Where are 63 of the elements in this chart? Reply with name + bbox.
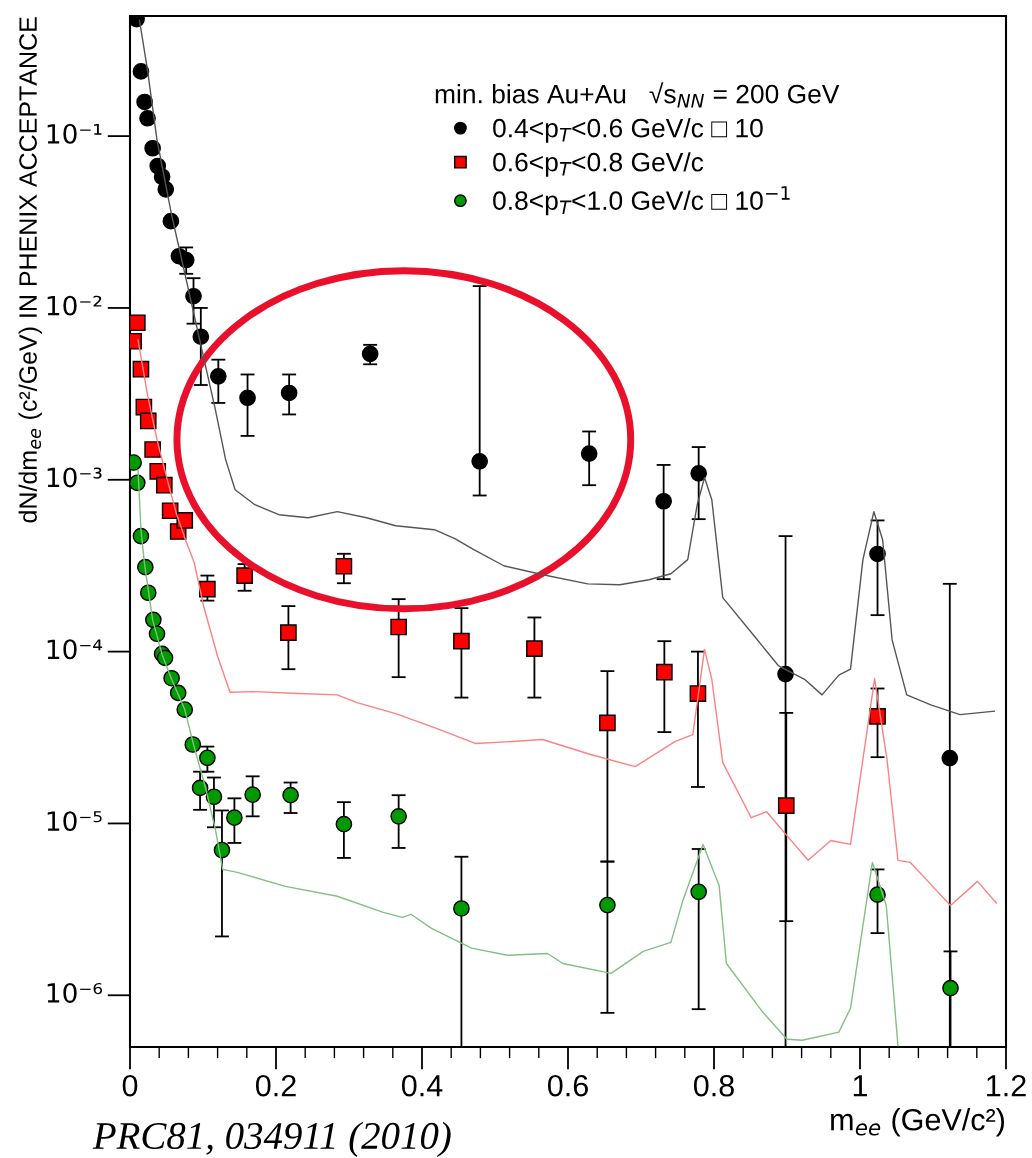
point	[869, 545, 886, 563]
point	[239, 389, 256, 407]
y-axis-title: dN/dm$_{ee}$ (c²/GeV) IN PHENIX ACCEPTANCE	[18, 17, 42, 523]
point	[176, 512, 194, 529]
point	[136, 93, 153, 111]
legend-label: 0.6<p$_{T}$<0.8 GeV/c	[493, 152, 704, 177]
legend-label: 0.8<p$_{T}$<1.0 GeV/c □ 10$^{−1}$	[493, 186, 790, 216]
x-tick-label: 1	[853, 1075, 868, 1097]
point	[244, 786, 261, 804]
legend-title: min. bias Au+Au √s$_{NN}$ = 200 GeV	[435, 82, 840, 108]
point	[236, 567, 253, 584]
text: PRC81, 034911 (2010)	[92, 1121, 451, 1158]
point	[453, 900, 470, 917]
point	[280, 384, 298, 402]
point	[132, 63, 150, 80]
point	[191, 779, 209, 797]
x-tick-label: 0.6	[547, 1074, 588, 1097]
point	[690, 883, 708, 901]
point	[144, 139, 161, 157]
point	[282, 786, 299, 804]
point	[199, 580, 216, 598]
point	[655, 492, 672, 510]
point	[869, 886, 886, 904]
point	[580, 445, 598, 462]
point	[199, 749, 216, 767]
point	[335, 815, 353, 833]
point	[777, 797, 795, 814]
point	[941, 749, 959, 767]
y-tick-label: 10⁻⁴	[47, 639, 103, 660]
point	[139, 109, 156, 127]
x-tick-label: 0.8	[693, 1074, 734, 1097]
legend-label: 0.4<p$_{T}$<0.6 GeV/c □ 10	[493, 118, 763, 143]
x-tick-label: 0.4	[401, 1074, 443, 1097]
y-tick-label: 10⁻²	[47, 295, 102, 316]
point	[209, 367, 227, 385]
point	[205, 788, 223, 806]
y-tick-label: 10⁻³	[47, 467, 102, 488]
point	[453, 632, 470, 650]
point	[144, 441, 161, 458]
y-tick-label: 10⁻⁶	[47, 982, 103, 1003]
point	[690, 465, 708, 482]
point	[155, 476, 173, 494]
point	[599, 714, 616, 732]
x-tick-label: 0	[122, 1074, 138, 1097]
point	[130, 314, 146, 332]
point	[656, 663, 673, 681]
point	[335, 557, 353, 575]
point	[280, 624, 297, 641]
point	[942, 979, 959, 997]
y-tick-label: 10⁻⁵	[47, 811, 102, 832]
x-tick-label: 0.2	[255, 1074, 296, 1097]
point	[390, 618, 407, 636]
x-axis-title: m$_{ee}$ (GeV/c²)	[831, 1108, 1005, 1137]
point	[526, 640, 543, 658]
point	[226, 809, 243, 827]
point	[390, 807, 407, 825]
y-tick-label: 10⁻¹	[47, 123, 102, 144]
point	[132, 360, 150, 378]
point	[139, 412, 157, 430]
point	[689, 685, 707, 702]
point	[599, 896, 616, 914]
point	[471, 453, 489, 470]
x-tick-label: 1.2	[987, 1074, 1026, 1097]
